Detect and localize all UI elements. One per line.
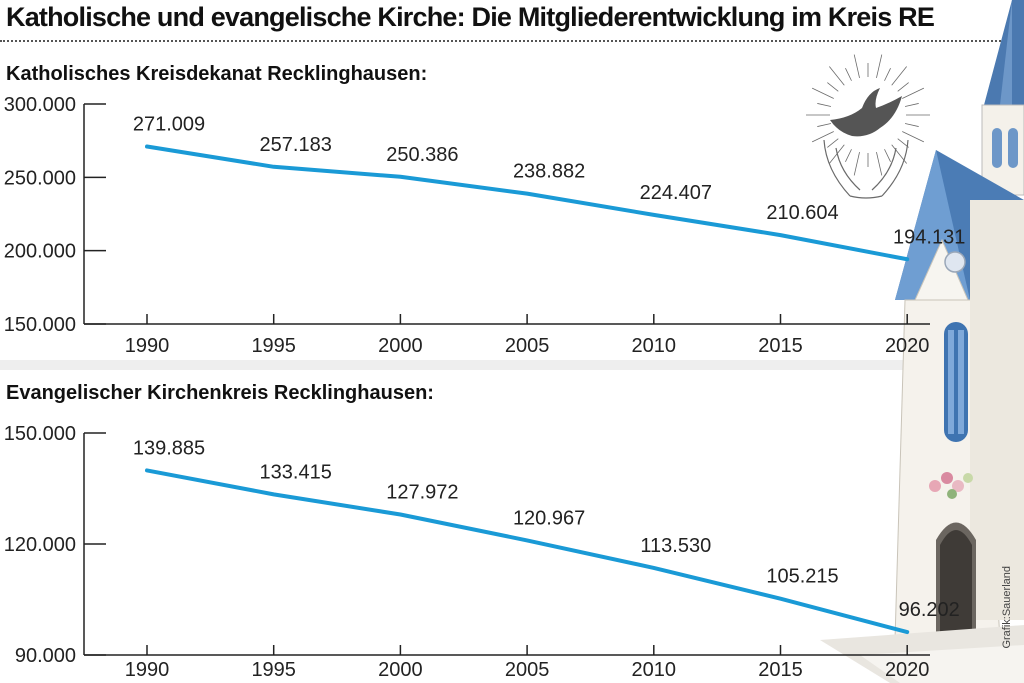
church-tower-icon [820,0,1024,683]
data-label: 120.967 [513,507,585,529]
x-tick-label: 2020 [885,659,930,681]
y-tick-label: 300.000 [4,94,76,116]
y-tick-label: 150.000 [4,314,76,336]
chart-panel-bottom [0,370,1024,683]
x-tick-label: 1995 [251,335,296,357]
title-divider [0,40,1024,42]
data-label: 224.407 [640,182,712,204]
data-label: 257.183 [260,134,332,156]
dove-in-hands-icon [806,54,930,199]
y-tick-label: 200.000 [4,241,76,263]
x-tick-label: 2010 [632,335,677,357]
x-tick-label: 2015 [758,659,803,681]
x-tick-label: 2000 [378,335,423,357]
chart-subtitle: Evangelischer Kirchenkreis Recklinghause… [6,382,434,404]
data-label: 96.202 [899,599,960,621]
y-tick-label: 150.000 [4,423,76,445]
data-label: 105.215 [766,566,838,588]
chart-panel-top [0,38,1024,360]
data-label: 271.009 [133,114,205,136]
data-label: 139.885 [133,437,205,459]
chart-subtitle: Katholisches Kreisdekanat Recklinghausen… [6,63,427,85]
chart-1: Katholisches Kreisdekanat Recklinghausen… [4,63,966,357]
x-tick-label: 2000 [378,659,423,681]
y-tick-label: 120.000 [4,534,76,556]
data-label: 194.131 [893,226,965,248]
x-tick-label: 2015 [758,335,803,357]
x-tick-label: 1990 [125,659,170,681]
x-tick-label: 1995 [251,659,296,681]
x-tick-label: 2005 [505,659,550,681]
x-tick-label: 2020 [885,335,930,357]
y-tick-label: 250.000 [4,167,76,189]
y-tick-label: 90.000 [15,645,76,667]
x-tick-label: 1990 [125,335,170,357]
data-label: 113.530 [640,535,711,557]
data-label: 127.972 [386,482,458,504]
data-label: 210.604 [766,202,838,224]
series-line [145,468,910,635]
data-label: 133.415 [260,461,332,483]
x-tick-label: 2010 [632,659,677,681]
x-tick-label: 2005 [505,335,550,357]
data-label: 250.386 [386,144,458,166]
data-label: 238.882 [513,161,585,183]
credit-text: Grafik:Sauerland [1001,566,1013,649]
chart-2: Evangelischer Kirchenkreis Recklinghause… [4,382,960,681]
page-title: Katholische und evangelische Kirche: Die… [6,2,935,32]
